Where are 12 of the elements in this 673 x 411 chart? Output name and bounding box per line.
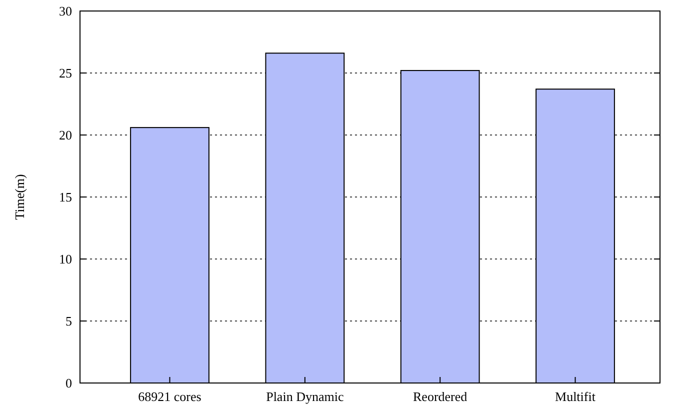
y-tick-label: 0 [66,376,72,391]
y-tick-label: 20 [59,128,72,143]
y-tick-label: 30 [59,4,72,19]
y-tick-label: 10 [59,252,72,267]
y-tick-label: 5 [66,314,72,329]
x-tick-label: Multifit [555,389,596,404]
y-tick-label: 25 [59,66,72,81]
y-axis-title: Time(m) [12,174,27,220]
y-tick-label: 15 [59,190,72,205]
x-tick-label: Reordered [413,389,468,404]
x-tick-label: Plain Dynamic [266,389,344,404]
x-tick-label: 68921 cores [138,389,202,404]
